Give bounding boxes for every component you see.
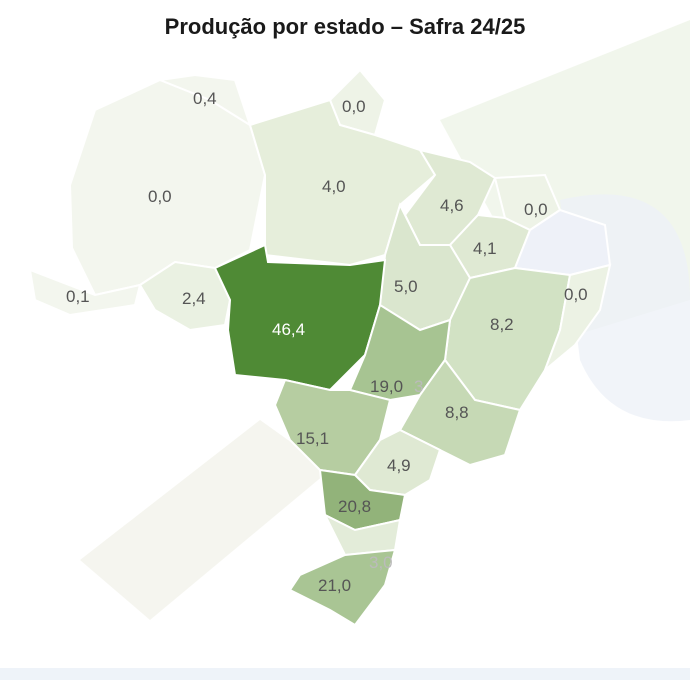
label-mt: 46,4	[272, 320, 305, 339]
label-ma: 4,6	[440, 196, 464, 215]
label-ac: 0,1	[66, 287, 90, 306]
label-mg: 8,8	[445, 403, 469, 422]
state-ac[interactable]	[28, 268, 142, 317]
label-sc: 3,0	[369, 553, 393, 572]
state-sc[interactable]	[322, 512, 402, 557]
label-sp: 4,9	[387, 456, 411, 475]
label-go: 19,0	[370, 377, 403, 396]
label-rr: 0,4	[193, 89, 217, 108]
label-ms: 15,1	[296, 429, 329, 448]
label-pi: 4,1	[473, 239, 497, 258]
state-rr[interactable]	[156, 73, 252, 128]
label-ce: 0,0	[524, 200, 548, 219]
state-pa[interactable]	[248, 98, 437, 267]
label-pr: 20,8	[338, 497, 371, 516]
label-ba: 8,2	[490, 315, 514, 334]
label-pe: 0,0	[564, 285, 588, 304]
label-ro: 2,4	[182, 289, 206, 308]
label-ap: 0,0	[342, 97, 366, 116]
bottom-band	[0, 668, 690, 680]
state-coast-east	[542, 263, 612, 374]
state-rs[interactable]	[288, 548, 397, 627]
label-am: 0,0	[148, 187, 172, 206]
label-pa: 4,0	[322, 177, 346, 196]
label-to: 5,0	[394, 277, 418, 296]
label-df: 3	[414, 377, 423, 396]
watermark	[80, 20, 690, 620]
state-ro[interactable]	[138, 260, 232, 332]
map-title: Produção por estado – Safra 24/25	[164, 14, 526, 39]
label-rs: 21,0	[318, 576, 351, 595]
